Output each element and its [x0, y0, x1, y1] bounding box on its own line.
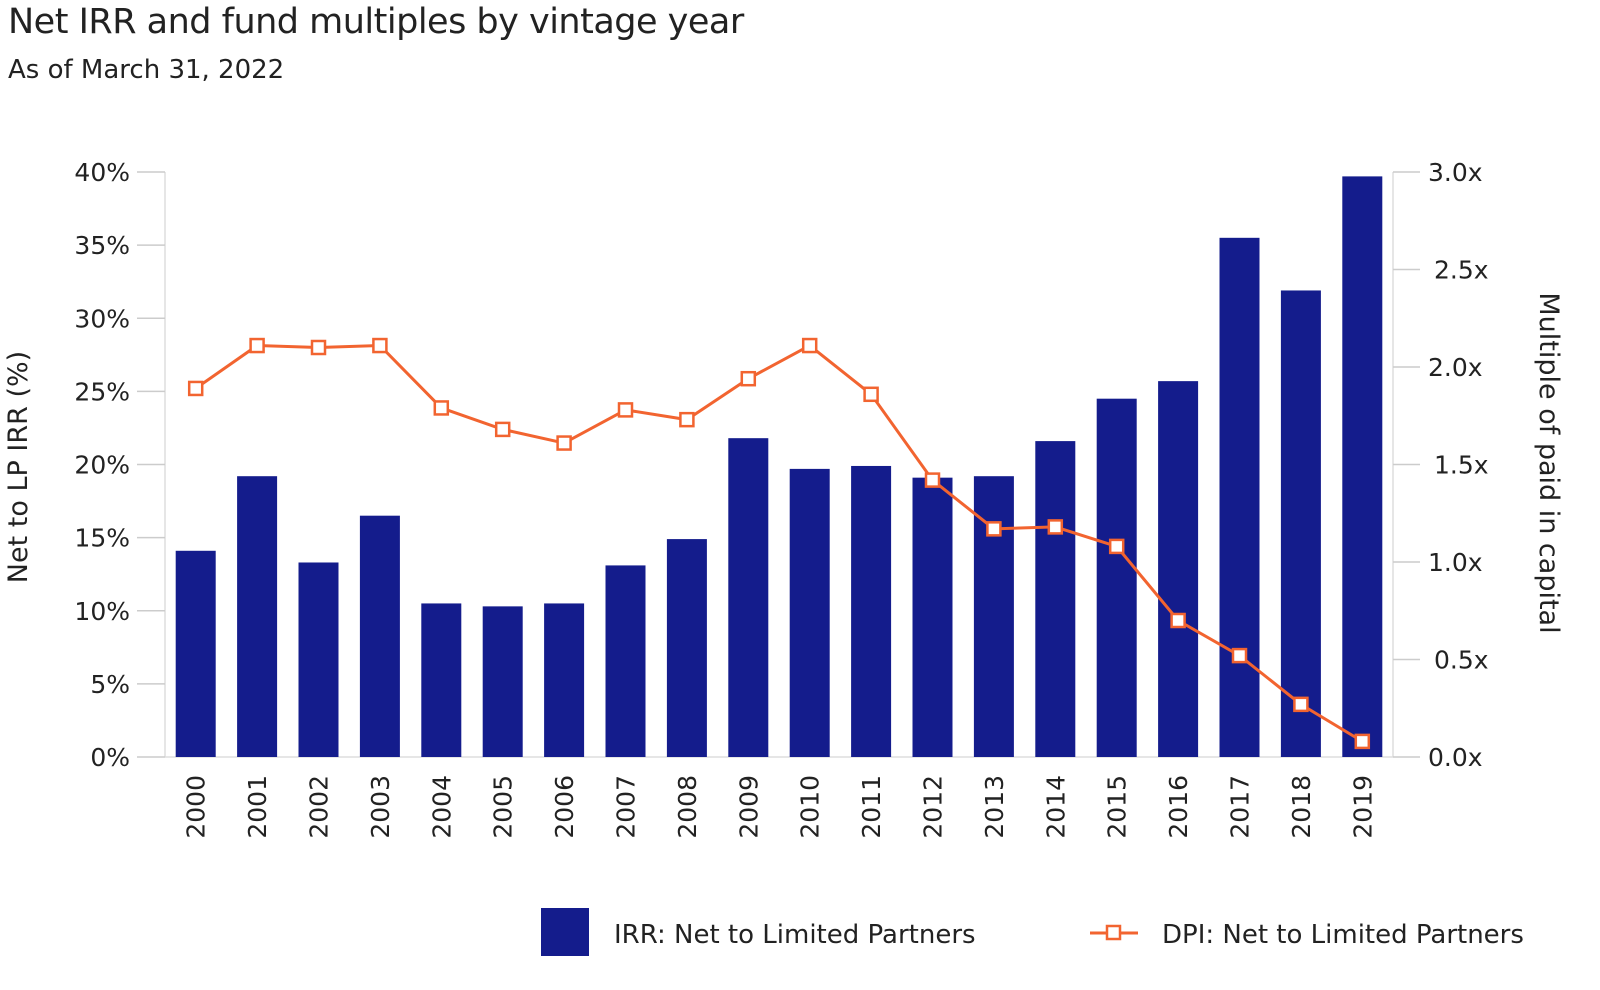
y-tick-label: 15% [74, 524, 130, 553]
x-tick-label: 2014 [1041, 775, 1070, 839]
bar-2003 [359, 515, 400, 757]
legend: IRR: Net to Limited Partners DPI: Net to… [541, 908, 1524, 956]
y2-tick-label: 2.0x [1428, 353, 1483, 382]
bar-2007 [605, 565, 646, 757]
legend-label-irr: IRR: Net to Limited Partners [614, 920, 976, 950]
bar-2018 [1280, 290, 1321, 757]
dpi-marker-2000 [187, 380, 204, 397]
dpi-marker-2004 [433, 400, 450, 416]
bar-2012 [912, 477, 953, 757]
y-tick-label: 25% [74, 377, 130, 406]
x-tick-label: 2004 [427, 775, 456, 839]
y-tick-label: 0% [90, 743, 130, 772]
bar-2011 [851, 465, 892, 757]
dpi-marker-2011 [863, 386, 879, 403]
dpi-marker-2006 [556, 435, 572, 451]
y2-axis-label: Multiple of paid in capital [1533, 292, 1564, 633]
dpi-marker-2015 [1108, 538, 1125, 555]
bar-2001 [237, 476, 278, 757]
x-tick-label: 2000 [182, 775, 211, 839]
dpi-marker-2016 [1170, 612, 1186, 629]
y-tick-label: 30% [74, 304, 130, 333]
legend-label-dpi: DPI: Net to Limited Partners [1162, 920, 1524, 950]
y2-tick-label: 1.0x [1428, 548, 1483, 577]
x-tick-label: 2010 [796, 775, 825, 839]
dpi-marker-2018 [1293, 696, 1309, 713]
y-tick-label: 40% [74, 158, 130, 187]
x-tick-label: 2013 [980, 775, 1009, 839]
bar-2000 [175, 550, 216, 757]
x-tick-label: 2016 [1164, 775, 1193, 839]
x-tick-label: 2009 [734, 775, 763, 839]
dpi-marker-2013 [986, 521, 1002, 537]
dpi-marker-2001 [249, 337, 265, 354]
y2-tick-label: 3.0x [1428, 158, 1483, 187]
x-tick-label: 2019 [1348, 775, 1377, 839]
y2-tick-label: 0.5x [1434, 646, 1489, 675]
x-tick-label: 2018 [1287, 775, 1316, 839]
y2-tick-label: 1.5x [1434, 451, 1489, 480]
dpi-marker-2007 [617, 402, 634, 418]
bar-2010 [789, 468, 830, 757]
chart-title: Net IRR and fund multiples by vintage ye… [8, 2, 744, 42]
x-tick-label: 2012 [919, 775, 948, 839]
y2-tick-label: 0.0x [1428, 743, 1483, 772]
x-tick-label: 2001 [243, 775, 272, 839]
bar-2008 [666, 539, 707, 757]
dpi-line [194, 343, 1364, 743]
y-tick-label: 20% [74, 451, 130, 480]
x-tick-label: 2006 [550, 775, 579, 839]
x-tick-label: 2008 [673, 775, 702, 839]
chart-subtitle: As of March 31, 2022 [8, 55, 285, 85]
bar-2004 [421, 603, 462, 757]
dpi-marker-2010 [801, 337, 818, 354]
bar-2006 [544, 603, 585, 757]
y2-tick-label: 2.5x [1434, 256, 1489, 285]
dpi-marker-2002 [310, 339, 327, 356]
bar-2016 [1158, 381, 1199, 757]
dpi-marker-2017 [1231, 647, 1248, 664]
y-tick-label: 35% [74, 231, 130, 260]
dpi-marker-2008 [679, 411, 695, 428]
bar-2017 [1219, 237, 1260, 757]
dpi-marker-2005 [494, 421, 511, 438]
bar-2009 [728, 438, 769, 757]
x-tick-label: 2011 [857, 775, 886, 839]
bar-2014 [1035, 441, 1076, 757]
legend-swatch-dpi-marker [1105, 924, 1122, 941]
y-tick-label: 10% [74, 597, 130, 626]
dpi-marker-2012 [924, 472, 941, 488]
legend-swatch-irr [541, 908, 589, 956]
dpi-marker-2014 [1047, 519, 1064, 535]
y-axis-label: Net to LP IRR (%) [3, 351, 34, 583]
y-tick-label: 5% [90, 670, 130, 699]
bar-2019 [1342, 176, 1383, 757]
dpi-marker-2009 [740, 370, 757, 387]
bar-2015 [1096, 398, 1137, 757]
x-tick-label: 2017 [1226, 775, 1255, 839]
x-tick-label: 2015 [1103, 775, 1132, 839]
x-tick-label: 2002 [305, 775, 334, 839]
x-tick-label: 2007 [612, 775, 641, 839]
dpi-marker-2019 [1354, 733, 1371, 750]
x-tick-label: 2005 [489, 775, 518, 839]
bar-2002 [298, 562, 339, 757]
x-tick-label: 2003 [366, 775, 395, 839]
bar-2005 [482, 606, 523, 757]
dpi-marker-2003 [372, 337, 388, 354]
